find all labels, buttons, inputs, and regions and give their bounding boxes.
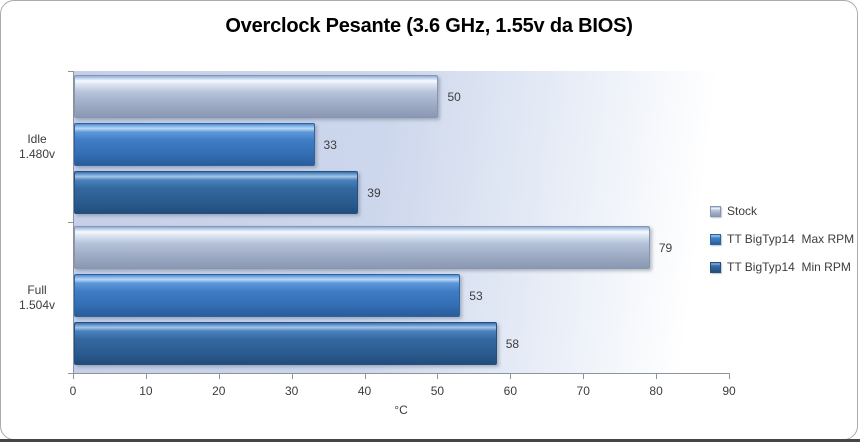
category-label-idle: Idle 1.480v <box>7 132 67 162</box>
y-axis-tick <box>68 373 73 374</box>
x-axis-tick <box>510 374 512 379</box>
legend-item: Stock <box>710 203 854 219</box>
x-axis-tick <box>291 374 293 379</box>
legend-item-label: Stock <box>727 204 758 218</box>
category-label-line2: 1.480v <box>18 146 56 161</box>
data-label: 53 <box>469 288 483 303</box>
x-axis-tick <box>218 374 220 379</box>
x-axis-tick <box>145 374 147 379</box>
x-tick-label: 40 <box>357 384 372 398</box>
bar-full-series-2 <box>74 322 497 365</box>
legend: Stock TT BigTyp14 Max RPM TT BigTyp14 Min … <box>710 203 854 287</box>
legend-item: TT BigTyp14 Min RPM <box>710 259 854 275</box>
x-axis-tick <box>73 374 74 379</box>
y-axis-tick <box>68 222 73 223</box>
x-tick-label: 50 <box>430 384 445 398</box>
legend-item: TT BigTyp14 Max RPM <box>710 231 854 247</box>
x-tick-label: 0 <box>69 384 77 398</box>
legend-marker-icon <box>710 261 721 273</box>
data-label: 50 <box>447 89 461 104</box>
y-axis-tick <box>68 71 73 72</box>
x-axis-tick <box>364 374 366 379</box>
x-axis-tick <box>437 374 439 379</box>
x-axis-tick <box>656 374 658 379</box>
x-axis-tick <box>729 374 730 379</box>
bar-full-series-1 <box>74 274 461 317</box>
x-tick-label: 20 <box>212 384 226 398</box>
chart-title: Overclock Pesante (3.6 GHz, 1.55v da BIO… <box>225 15 633 37</box>
category-label-line1: Full <box>27 282 47 297</box>
x-tick-label: 60 <box>503 384 517 398</box>
bar-full-series-0 <box>74 226 650 269</box>
x-tick-label: 10 <box>139 384 153 398</box>
category-label-full: Full 1.504v <box>7 283 67 313</box>
x-axis-title: °C <box>394 403 408 417</box>
category-label-line2: 1.504v <box>18 297 56 312</box>
bar-idle-series-1 <box>74 123 315 166</box>
bar-idle-series-2 <box>74 171 359 214</box>
legend-item-label: TT BigTyp14 Max RPM <box>727 232 855 246</box>
legend-marker-icon <box>710 233 721 245</box>
plot-area: 50 33 39 79 53 58 <box>73 71 730 374</box>
category-label-line1: Idle <box>27 131 47 146</box>
data-label: 39 <box>367 185 381 200</box>
data-label: 79 <box>658 240 673 255</box>
x-axis-tick <box>583 374 585 379</box>
frame-bottom-shadow <box>0 439 860 442</box>
x-tick-label: 90 <box>722 384 736 398</box>
legend-item-label: TT BigTyp14 Min RPM <box>727 260 851 274</box>
legend-marker-icon <box>710 205 721 217</box>
data-label: 33 <box>323 137 337 152</box>
x-tick-label: 80 <box>649 384 663 398</box>
bar-idle-series-0 <box>74 75 439 118</box>
data-label: 58 <box>505 336 520 351</box>
x-tick-label: 70 <box>576 384 590 398</box>
x-tick-label: 30 <box>284 384 299 398</box>
